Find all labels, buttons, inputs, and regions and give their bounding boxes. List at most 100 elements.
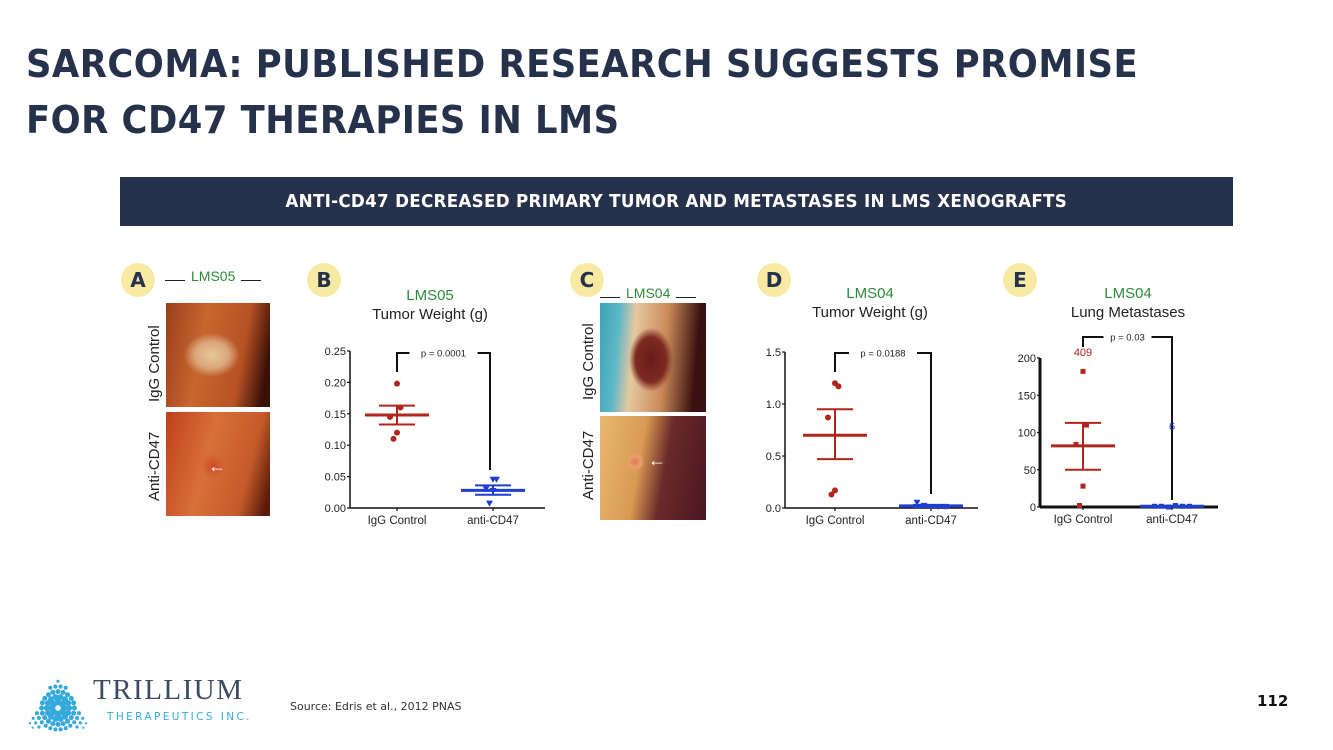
photo-lms05-anti-cd47: ←	[166, 412, 270, 516]
logo-dot	[75, 725, 79, 729]
chart-e-measure: Lung Metastases	[1070, 304, 1186, 321]
y-tick-label: 100	[1018, 428, 1036, 440]
logo-dot	[63, 726, 68, 731]
logo-dot	[63, 685, 68, 690]
logo-subtitle: THERAPEUTICS INC.	[107, 711, 252, 723]
logo-dot	[81, 716, 85, 720]
y-tick-label: 0.0	[766, 503, 781, 515]
y-tick-label: 1.5	[766, 347, 781, 359]
trillium-logo: TRILLIUM THERAPEUTICS INC.	[22, 668, 262, 734]
panel-letter-d: D	[757, 263, 791, 297]
logo-dot	[36, 715, 41, 721]
bracket-right	[477, 352, 491, 470]
logo-dot	[53, 727, 58, 732]
logo-dot	[57, 694, 64, 701]
y-tick-label: 1.0	[766, 399, 781, 411]
offscale-value-label: 409	[1074, 347, 1092, 359]
logo-dot	[60, 721, 66, 727]
data-point	[390, 435, 397, 442]
data-point	[1159, 503, 1164, 509]
data-point	[482, 486, 490, 493]
bracket-left	[834, 352, 849, 372]
chart-b-strain: LMS05	[406, 287, 454, 304]
bracket-right	[917, 352, 932, 494]
logo-dot	[45, 718, 51, 724]
source-citation: Source: Edris et al., 2012 PNAS	[290, 700, 462, 713]
bracket-left	[396, 352, 410, 372]
logo-dot	[52, 694, 59, 701]
page-number: 112	[1257, 692, 1289, 710]
logo-dot	[68, 695, 74, 701]
logo-dot	[66, 705, 73, 711]
x-tick-label: IgG Control	[368, 515, 427, 527]
x-tick-label: IgG Control	[806, 515, 865, 527]
data-point	[1173, 503, 1178, 509]
y-tick-label: 0.25	[325, 346, 346, 358]
logo-dot	[68, 723, 73, 728]
logo-dot	[53, 684, 58, 689]
panel-letter-a: A	[121, 263, 155, 297]
data-point	[1180, 503, 1185, 509]
panel-c-header: LMS04	[600, 285, 697, 301]
logo-dot	[75, 715, 80, 721]
chart-b: 0.00 0.05 0.10 0.15 0.20 0.25 IgG Control anti-…	[325, 346, 545, 527]
photo-lms05-igg-control	[166, 303, 270, 407]
logo-dot	[58, 684, 63, 689]
data-point	[832, 487, 838, 494]
p-value-label: p = 0.0188	[860, 349, 905, 360]
title-line-1: SARCOMA: PUBLISHED RESEARCH SUGGESTS PRO…	[26, 42, 1139, 86]
data-point	[825, 414, 831, 421]
data-point	[941, 503, 949, 510]
panel-letter-b: B	[307, 263, 341, 297]
data-point	[1080, 483, 1086, 489]
logo-dot	[39, 700, 45, 706]
section-banner: ANTI-CD47 DECREASED PRIMARY TUMOR AND ME…	[120, 177, 1233, 226]
photo-lms04-igg-control	[600, 303, 706, 412]
data-point	[394, 380, 400, 387]
logo-dot	[34, 711, 40, 716]
chart-b-measure: Tumor Weight (g)	[372, 306, 488, 323]
significance-bracket: p = 0.03	[1082, 333, 1173, 500]
logo-dot	[56, 679, 60, 683]
panel-c-strain: LMS04	[626, 285, 671, 301]
logo-dot	[78, 721, 82, 725]
data-point	[920, 502, 928, 509]
photo-lms04-anti-cd47: ←	[600, 416, 706, 520]
series-anti-cd47: 6	[1140, 421, 1204, 510]
logo-dot	[43, 705, 50, 711]
data-point	[1152, 503, 1157, 509]
logo-dot	[48, 726, 53, 731]
data-point	[835, 383, 842, 390]
y-tick-label: 0.15	[325, 409, 346, 421]
logo-dot	[52, 715, 59, 722]
logo-dot	[48, 685, 53, 690]
y-tick-label: 0.00	[325, 503, 346, 515]
arrow-left-icon: ←	[208, 456, 226, 476]
logo-dot	[31, 716, 35, 720]
chart-d-title: LMS04 Tumor Weight (g)	[800, 284, 940, 322]
logo-dot	[84, 722, 88, 725]
series-igg-control	[803, 380, 867, 498]
logo-dot	[65, 700, 72, 707]
dash-left	[600, 297, 620, 298]
dash-right	[676, 297, 697, 298]
x-tick-label: anti-CD47	[1146, 514, 1198, 526]
logo-dot	[50, 689, 56, 695]
y-tick-label: 200	[1018, 353, 1036, 365]
series-anti-cd47	[461, 476, 525, 507]
y-tick-label: 0.05	[325, 472, 346, 484]
data-point	[1166, 504, 1171, 510]
logo-dot	[58, 727, 63, 732]
trillium-logo-mark	[28, 679, 88, 732]
chart-e-strain: LMS04	[1104, 285, 1152, 302]
logo-dot	[65, 692, 71, 698]
logo-dot	[31, 726, 34, 729]
logo-dot	[48, 696, 54, 703]
logo-dot	[82, 726, 85, 729]
logo-dot	[50, 721, 56, 727]
data-point	[486, 500, 493, 507]
logo-dot	[42, 715, 48, 721]
logo-dot	[37, 725, 41, 729]
p-value-label: p = 0.03	[1110, 333, 1145, 344]
y-tick-label: 0.10	[325, 440, 346, 452]
